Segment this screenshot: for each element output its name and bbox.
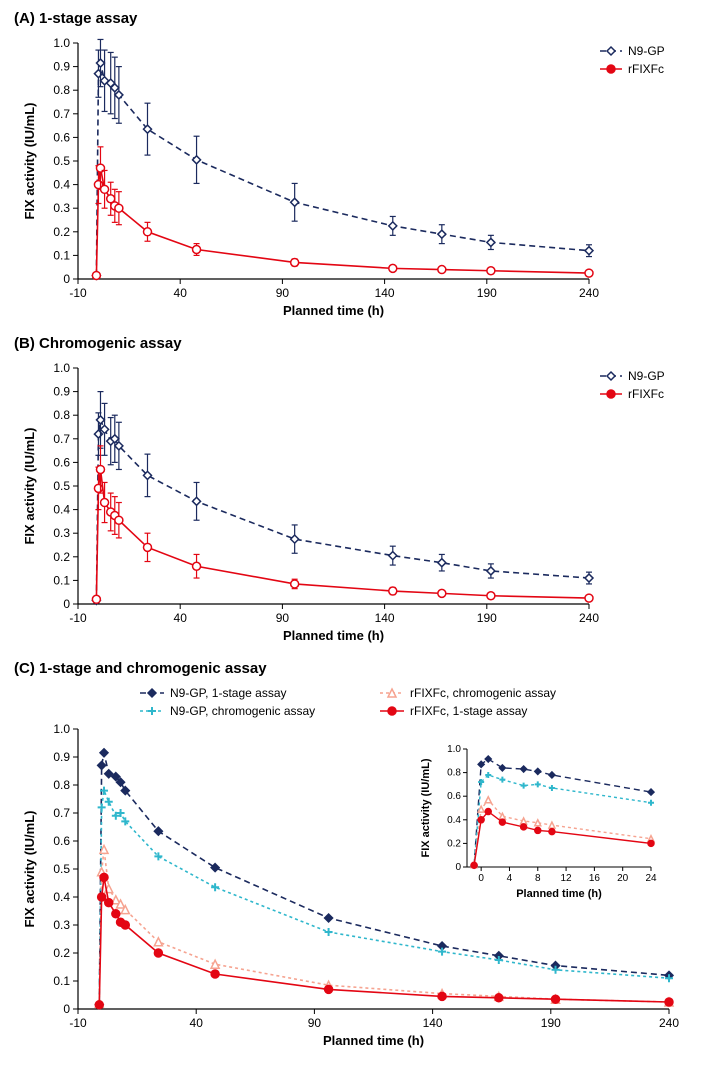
svg-text:Planned time (h): Planned time (h) <box>516 888 602 900</box>
svg-text:-10: -10 <box>69 1016 87 1030</box>
svg-text:0.5: 0.5 <box>53 862 70 876</box>
panel-c-title: (C) 1-stage and chromogenic assay <box>14 660 699 677</box>
svg-text:1.0: 1.0 <box>53 361 70 375</box>
svg-text:0.2: 0.2 <box>447 838 461 849</box>
svg-text:0.2: 0.2 <box>53 550 70 564</box>
svg-text:N9-GP, chromogenic assay: N9-GP, chromogenic assay <box>170 704 315 718</box>
panel-a-chart: 0 0.1 0.2 0.3 0.4 0.5 0.6 0.7 0.8 0.9 1.0 -10 40 90 14… <box>10 31 699 321</box>
panel-b-chart: 0 0.1 0.2 0.3 0.4 0.5 0.6 0.7 0.8 0.9 1.0 -10 40 90 14… <box>10 356 699 646</box>
svg-text:90: 90 <box>308 1016 322 1030</box>
svg-text:0.1: 0.1 <box>53 974 70 988</box>
svg-text:240: 240 <box>579 286 599 300</box>
svg-text:0.6: 0.6 <box>447 791 461 802</box>
svg-text:N9-GP: N9-GP <box>628 369 665 383</box>
panel-a-title: (A) 1-stage assay <box>14 10 699 27</box>
panel-c-chart: N9-GP, 1-stage assay N9-GP, chromogenic a… <box>10 681 699 1051</box>
svg-text:0.4: 0.4 <box>53 890 70 904</box>
svg-text:16: 16 <box>589 873 601 884</box>
svg-text:1.0: 1.0 <box>53 36 70 50</box>
svg-text:0.4: 0.4 <box>447 815 461 826</box>
svg-text:0.2: 0.2 <box>53 225 70 239</box>
svg-text:40: 40 <box>174 611 188 625</box>
svg-text:FIX activity (IU/mL): FIX activity (IU/mL) <box>22 102 37 219</box>
svg-text:140: 140 <box>375 286 395 300</box>
svg-text:0.9: 0.9 <box>53 750 70 764</box>
panel-c: (C) 1-stage and chromogenic assay N9-GP,… <box>10 660 699 1051</box>
svg-text:190: 190 <box>477 286 497 300</box>
svg-text:rFIXFc, 1-stage assay: rFIXFc, 1-stage assay <box>410 704 527 718</box>
svg-text:0.4: 0.4 <box>53 178 70 192</box>
svg-text:0.3: 0.3 <box>53 918 70 932</box>
svg-text:FIX activity (IU/mL): FIX activity (IU/mL) <box>22 427 37 544</box>
svg-text:190: 190 <box>541 1016 561 1030</box>
svg-text:0.6: 0.6 <box>53 455 70 469</box>
svg-text:24: 24 <box>645 873 657 884</box>
svg-text:FIX activity (IU/mL): FIX activity (IU/mL) <box>420 758 432 857</box>
svg-text:0: 0 <box>63 1002 70 1016</box>
svg-text:1.0: 1.0 <box>53 722 70 736</box>
svg-text:20: 20 <box>617 873 629 884</box>
svg-text:0.3: 0.3 <box>53 526 70 540</box>
svg-text:N9-GP: N9-GP <box>628 44 665 58</box>
svg-text:rFIXFc, chromogenic assay: rFIXFc, chromogenic assay <box>410 686 556 700</box>
svg-text:4: 4 <box>507 873 513 884</box>
svg-text:-10: -10 <box>69 611 87 625</box>
svg-text:-10: -10 <box>69 286 87 300</box>
svg-text:12: 12 <box>561 873 573 884</box>
svg-text:0: 0 <box>63 597 70 611</box>
svg-text:0.7: 0.7 <box>53 432 70 446</box>
svg-text:0.2: 0.2 <box>53 946 70 960</box>
svg-text:240: 240 <box>579 611 599 625</box>
panel-b-title: (B) Chromogenic assay <box>14 335 699 352</box>
svg-text:190: 190 <box>477 611 497 625</box>
svg-text:rFIXFc: rFIXFc <box>628 387 664 401</box>
svg-text:0.6: 0.6 <box>53 834 70 848</box>
panel-a: (A) 1-stage assay 0 0.1 0.2 0.3 0.4 0.5 0.6 0.7… <box>10 10 699 321</box>
svg-text:140: 140 <box>375 611 395 625</box>
svg-text:0.8: 0.8 <box>53 778 70 792</box>
svg-text:90: 90 <box>276 611 290 625</box>
svg-text:1.0: 1.0 <box>447 744 461 755</box>
panel-b: (B) Chromogenic assay 0 0.1 0.2 0.3 0.4 0.5 0.… <box>10 335 699 646</box>
svg-text:0.1: 0.1 <box>53 248 70 262</box>
svg-text:0.1: 0.1 <box>53 573 70 587</box>
svg-text:N9-GP, 1-stage assay: N9-GP, 1-stage assay <box>170 686 287 700</box>
svg-text:0.5: 0.5 <box>53 154 70 168</box>
svg-text:0.8: 0.8 <box>53 83 70 97</box>
svg-text:0.9: 0.9 <box>53 60 70 74</box>
svg-text:8: 8 <box>535 873 541 884</box>
svg-text:0.4: 0.4 <box>53 503 70 517</box>
svg-text:90: 90 <box>276 286 290 300</box>
svg-text:0.8: 0.8 <box>53 408 70 422</box>
svg-text:0: 0 <box>63 272 70 286</box>
svg-text:0.5: 0.5 <box>53 479 70 493</box>
svg-text:0: 0 <box>455 862 461 873</box>
svg-text:140: 140 <box>423 1016 443 1030</box>
svg-text:Planned time (h): Planned time (h) <box>283 628 384 643</box>
svg-text:40: 40 <box>190 1016 204 1030</box>
svg-text:Planned time (h): Planned time (h) <box>323 1033 424 1048</box>
svg-text:0.8: 0.8 <box>447 768 461 779</box>
svg-text:0.7: 0.7 <box>53 107 70 121</box>
svg-text:FIX activity (IU/mL): FIX activity (IU/mL) <box>22 810 37 927</box>
svg-text:0.6: 0.6 <box>53 130 70 144</box>
svg-text:240: 240 <box>659 1016 679 1030</box>
svg-text:0.3: 0.3 <box>53 201 70 215</box>
svg-text:0.9: 0.9 <box>53 385 70 399</box>
svg-text:rFIXFc: rFIXFc <box>628 62 664 76</box>
svg-text:40: 40 <box>174 286 188 300</box>
svg-text:Planned time (h): Planned time (h) <box>283 303 384 318</box>
svg-text:0: 0 <box>478 873 484 884</box>
svg-text:0.7: 0.7 <box>53 806 70 820</box>
